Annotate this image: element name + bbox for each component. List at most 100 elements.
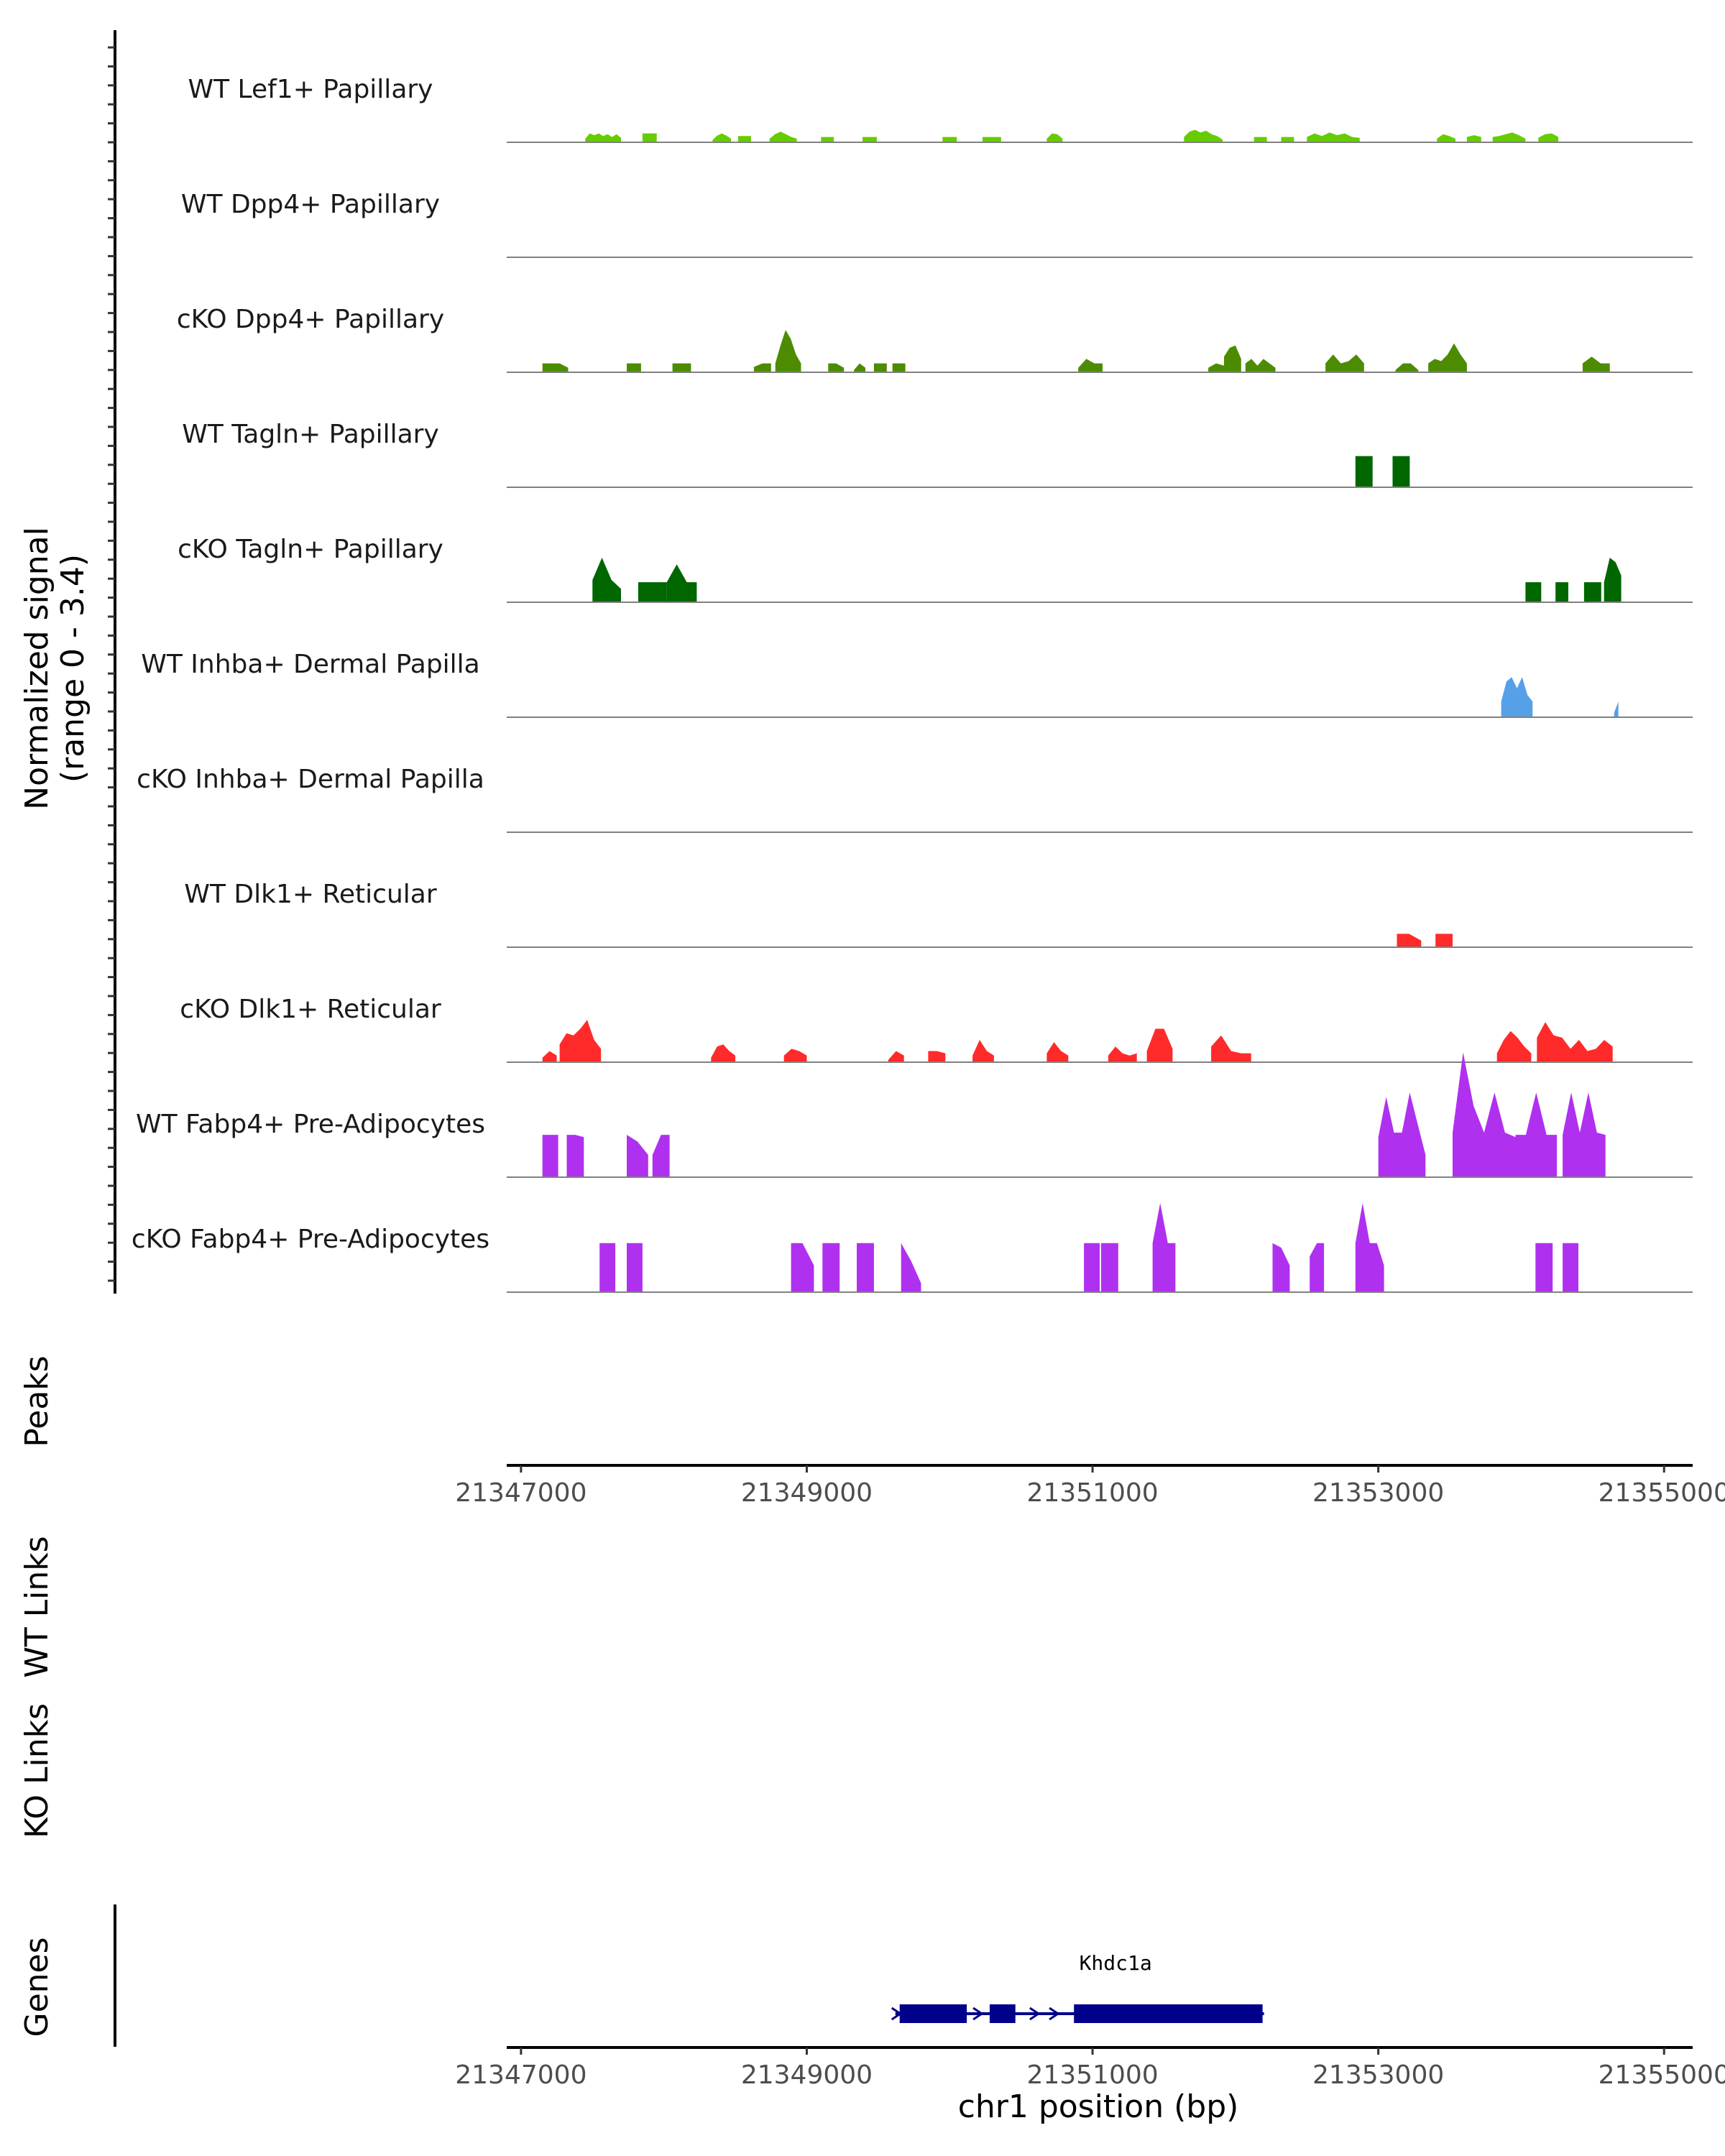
gene-exon <box>1074 2004 1263 2023</box>
signal-y-axis <box>108 30 116 1294</box>
track-label: WT Dlk1+ Reticular <box>184 880 436 909</box>
x-tick-label: 21351000 <box>1026 2060 1158 2090</box>
signal-area <box>1184 129 1223 142</box>
signal-area <box>738 136 751 142</box>
y-axis-title-line1: Normalized signal <box>19 527 55 810</box>
signal-area <box>627 1243 643 1292</box>
signal-area <box>791 1243 814 1292</box>
signal-area <box>652 1135 670 1177</box>
ko-links-panel-label: KO Links <box>19 1703 55 1838</box>
track-label: WT Inhba+ Dermal Papilla <box>141 650 479 679</box>
signal-area <box>1078 359 1103 372</box>
track-label: WT Dpp4+ Papillary <box>181 190 440 219</box>
gene-Khdc1a: Khdc1a <box>891 1951 1264 2023</box>
signal-area <box>1254 137 1267 142</box>
signal-area <box>566 1135 584 1177</box>
signal-area <box>627 1135 648 1177</box>
track-10: cKO Fabp4+ Pre-Adipocytes <box>132 1203 1693 1293</box>
signal-area <box>542 1051 557 1062</box>
signal-area <box>1397 934 1422 947</box>
peaks-x-axis: 21347000 21349000 21351000 21353000 21355000 <box>455 1464 1725 1508</box>
gene-exon <box>989 2004 1016 2023</box>
track-7: WT Dlk1+ Reticular <box>184 880 1693 948</box>
signal-area <box>672 363 691 372</box>
signal-area <box>888 1051 904 1062</box>
y-axis-title: Normalized signal (range 0 - 3.4) <box>19 527 91 810</box>
x-tick-label: 21355000 <box>1598 2060 1725 2090</box>
x-tick-label: 21349000 <box>741 2060 873 2090</box>
signal-area <box>1101 1243 1118 1292</box>
wt-links-panel-label: WT Links <box>19 1536 55 1677</box>
signal-area <box>1492 132 1526 142</box>
signal-area <box>638 582 667 602</box>
signal-area <box>1084 1243 1100 1292</box>
signal-area <box>1437 134 1455 142</box>
x-axis-title: chr1 position (bp) <box>958 2088 1239 2125</box>
signal-area <box>1245 359 1276 372</box>
signal-area <box>892 363 906 372</box>
signal-area <box>942 137 957 142</box>
signal-area <box>627 363 641 372</box>
track-label: cKO Fabp4+ Pre-Adipocytes <box>132 1225 489 1254</box>
signal-area <box>666 564 697 602</box>
signal-area <box>854 363 865 372</box>
track-label: WT Lef1+ Papillary <box>188 75 433 104</box>
track-label: WT Fabp4+ Pre-Adipocytes <box>136 1110 485 1139</box>
y-axis-title-line2: (range 0 - 3.4) <box>55 554 91 783</box>
gene-name-label: Khdc1a <box>1080 1951 1152 1975</box>
signal-area <box>901 1243 921 1292</box>
signal-area <box>928 1051 946 1062</box>
signal-area <box>1046 1042 1069 1062</box>
track-label: cKO Tagln+ Papillary <box>178 535 443 564</box>
signal-area <box>599 1243 616 1292</box>
signal-area <box>542 363 569 372</box>
signal-area <box>1501 677 1533 717</box>
signal-area <box>592 558 621 602</box>
signal-area <box>862 137 877 142</box>
signal-area <box>1224 345 1241 372</box>
x-tick-label: 21347000 <box>455 2060 586 2090</box>
signal-area <box>585 133 621 142</box>
track-8: cKO Dlk1+ Reticular <box>180 995 1693 1063</box>
track-6: cKO Inhba+ Dermal Papilla <box>137 765 1693 833</box>
signal-area <box>1208 363 1224 372</box>
x-tick-label: 21353000 <box>1312 1478 1444 1508</box>
signal-area <box>1563 1092 1606 1177</box>
track-4: cKO Tagln+ Papillary <box>178 535 1693 603</box>
track-2: cKO Dpp4+ Papillary <box>177 305 1693 373</box>
signal-area <box>1525 582 1542 602</box>
genes-x-axis: 21347000 21349000 21351000 21353000 21355000 <box>455 2046 1725 2090</box>
signal-area <box>1538 133 1559 142</box>
signal-area <box>1211 1035 1251 1062</box>
signal-area <box>753 363 771 372</box>
signal-area <box>1325 354 1364 372</box>
track-3: WT Tagln+ Papillary <box>182 420 1693 488</box>
signal-area <box>1355 1203 1384 1292</box>
signal-area <box>1310 1243 1325 1292</box>
signal-area <box>857 1243 874 1292</box>
signal-area <box>1466 135 1481 142</box>
signal-area <box>1614 701 1619 717</box>
signal-area <box>1582 356 1610 372</box>
signal-area <box>711 1044 736 1062</box>
peaks-panel-label: Peaks <box>19 1355 55 1447</box>
signal-tracks: WT Lef1+ Papillary WT Dpp4+ Papillary cKO … <box>132 75 1693 1293</box>
signal-area <box>1453 1052 1516 1177</box>
signal-area <box>1392 456 1410 487</box>
gene-annotations: Khdc1a <box>891 1951 1264 2023</box>
signal-area <box>1428 343 1467 372</box>
strand-arrow <box>1029 2007 1041 2021</box>
x-tick-label: 21347000 <box>455 1478 586 1508</box>
track-1: WT Dpp4+ Papillary <box>181 190 1693 258</box>
signal-area <box>1146 1028 1173 1062</box>
signal-area <box>1515 1092 1558 1177</box>
track-0: WT Lef1+ Papillary <box>188 75 1693 143</box>
signal-area <box>1355 456 1373 487</box>
signal-area <box>1395 363 1419 372</box>
signal-area <box>1537 1022 1613 1062</box>
signal-area <box>642 133 657 142</box>
signal-area <box>712 133 732 142</box>
signal-area <box>542 1135 558 1177</box>
x-tick-label: 21353000 <box>1312 2060 1444 2090</box>
